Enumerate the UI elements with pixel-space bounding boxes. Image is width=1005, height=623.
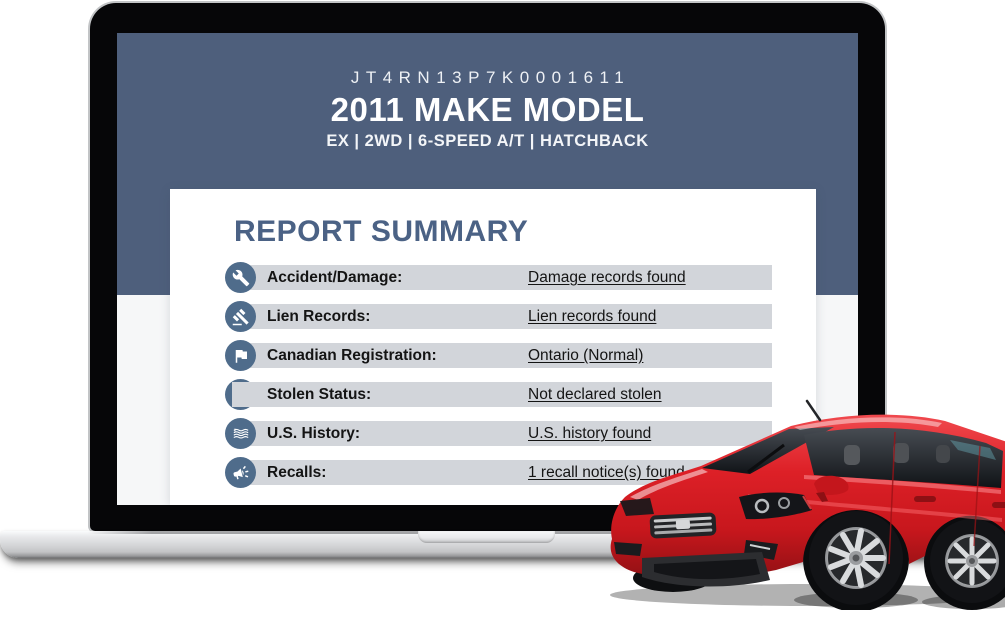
vehicle-title: 2011 MAKE MODEL (330, 91, 645, 128)
report-summary-heading: REPORT SUMMARY (234, 215, 529, 248)
row-bar (232, 265, 772, 290)
flag-icon (225, 340, 256, 371)
report-row-accident: Accident/Damage: Damage records found (170, 262, 816, 293)
laptop-screen-bezel: JT4RN13P7K0001611 2011 MAKE MODEL EX | 2… (90, 3, 885, 531)
row-label: Canadian Registration: (267, 347, 437, 364)
row-label: Stolen Status: (267, 386, 372, 403)
police-car-icon (225, 379, 256, 410)
report-row-us-history: U.S. History: U.S. history found (170, 418, 816, 449)
row-bar (232, 343, 772, 368)
wrench-icon (225, 262, 256, 293)
laptop-lid-notch (418, 531, 555, 543)
front-wheel (809, 511, 903, 605)
row-label: Recalls: (267, 464, 327, 481)
megaphone-icon (225, 457, 256, 488)
row-value-link[interactable]: 1 recall notice(s) found (528, 464, 685, 481)
row-bar (232, 421, 772, 446)
gavel-icon (225, 301, 256, 332)
car-antenna (805, 399, 822, 422)
row-label: Accident/Damage: (267, 269, 403, 286)
red-car-image (610, 399, 1005, 610)
row-value-link[interactable]: Ontario (Normal) (528, 347, 644, 364)
report-row-registration: Canadian Registration: Ontario (Normal) (170, 340, 816, 371)
report-row-stolen: Stolen Status: Not declared stolen (170, 379, 816, 410)
row-bar (232, 304, 772, 329)
row-label: U.S. History: (267, 425, 361, 442)
vin-text: JT4RN13P7K0001611 (350, 68, 631, 87)
row-value-link[interactable]: Damage records found (528, 269, 686, 286)
row-value-link[interactable]: Not declared stolen (528, 386, 662, 403)
report-screen: JT4RN13P7K0001611 2011 MAKE MODEL EX | 2… (117, 33, 858, 505)
row-bar (232, 382, 772, 407)
rear-wheel (930, 519, 1005, 603)
row-label: Lien Records: (267, 308, 371, 325)
row-value-link[interactable]: Lien records found (528, 308, 657, 325)
row-value-link[interactable]: U.S. history found (528, 425, 652, 442)
report-summary-panel: REPORT SUMMARY Accident/Damage: Damage r… (170, 189, 816, 505)
report-row-lien: Lien Records: Lien records found (170, 301, 816, 332)
vehicle-trim-line: EX | 2WD | 6-SPEED A/T | HATCHBACK (326, 132, 649, 150)
us-flag-icon (225, 418, 256, 449)
car-grille (649, 512, 717, 539)
